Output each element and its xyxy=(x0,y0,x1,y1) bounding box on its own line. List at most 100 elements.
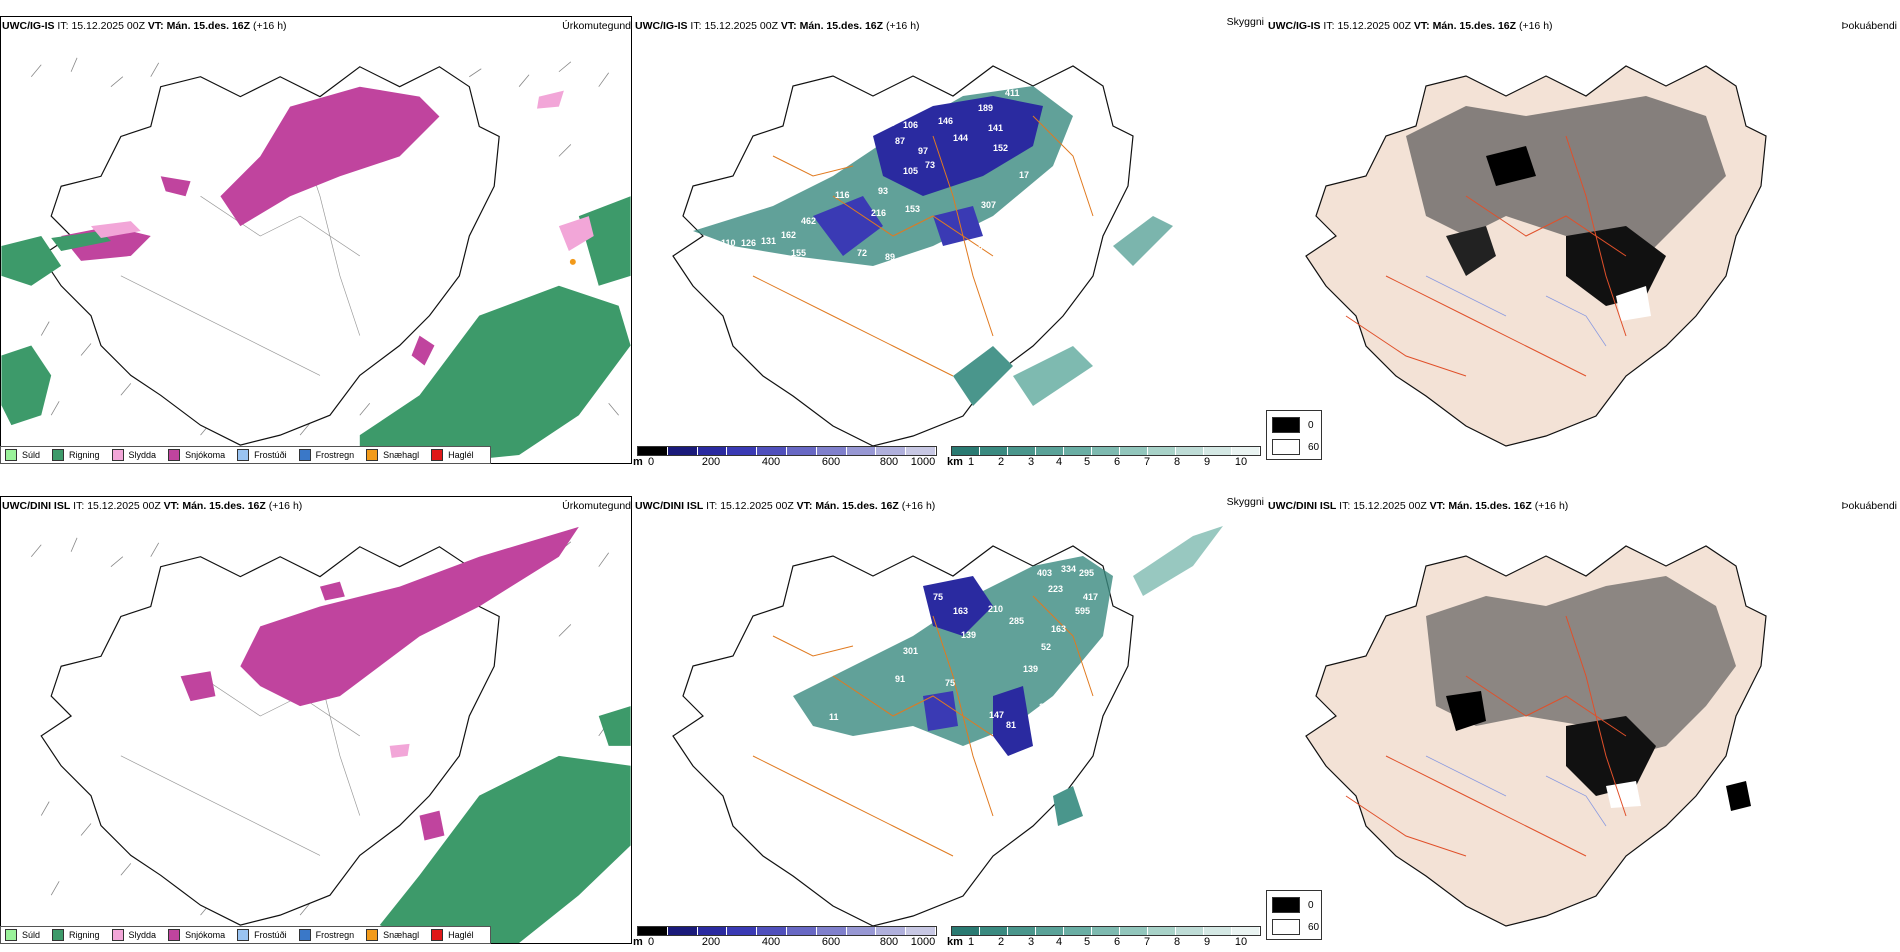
visibility-color-step xyxy=(1148,447,1176,455)
cloudbase-tick: 600 xyxy=(821,456,841,468)
cloud-label: 223 xyxy=(1048,584,1063,594)
cloud-label: 152 xyxy=(993,143,1008,153)
precip-sleet-areas xyxy=(91,90,594,251)
cloudbase-tick: 400 xyxy=(761,456,781,468)
cloud-label: 462 xyxy=(801,216,816,226)
cloudbase-color-step xyxy=(757,447,787,455)
visibility-unit: km xyxy=(947,936,963,948)
visibility-color-step xyxy=(1008,927,1036,935)
fog-index-field xyxy=(1406,96,1726,321)
precip-sleet-areas xyxy=(389,743,410,758)
cloud-label: 285 xyxy=(1009,616,1024,626)
visibility-color-step xyxy=(1064,927,1092,935)
swatch xyxy=(431,449,444,461)
fog-legend-0: 0 60 xyxy=(1266,410,1322,460)
snow-pellets-spot xyxy=(569,258,576,265)
swatch xyxy=(1272,439,1300,455)
cloudbase-color-step xyxy=(757,927,787,935)
swatch xyxy=(1272,919,1300,935)
cloudbase-color-step xyxy=(667,927,698,935)
visibility-unit: km xyxy=(947,456,963,468)
cloud-label: 131 xyxy=(761,236,776,246)
precip-map xyxy=(30,526,631,943)
visibility-tick: 4 xyxy=(1055,936,1063,948)
cloudbase-color-step xyxy=(846,447,877,455)
cloudbase-color-step xyxy=(638,927,668,935)
visibility-color-step xyxy=(1092,447,1120,455)
cloud-label: 36 xyxy=(731,718,741,728)
cloud-label: 144 xyxy=(953,133,968,143)
fog-panel-0: UWC/IG-IS IT: 15.12.2025 00Z VT: Mán. 15… xyxy=(1266,0,1899,472)
cloud-label: 139 xyxy=(961,630,976,640)
fog-map-frame xyxy=(1266,16,1898,464)
legend-item-snow-pellets: Snæhagl xyxy=(366,449,419,461)
cloud-label: 105 xyxy=(903,166,918,176)
cloud-label: 595 xyxy=(1075,606,1090,616)
cloudbase-color-step xyxy=(667,447,698,455)
cloud-label: 11 xyxy=(829,712,839,722)
visibility-color-step xyxy=(1064,447,1092,455)
cloud-label: 93 xyxy=(878,186,888,196)
cloud-label: 283 xyxy=(1039,702,1054,712)
precip-snow-areas xyxy=(180,526,579,841)
cloud-label: 110 xyxy=(721,238,736,248)
cloudbase-tick: 200 xyxy=(701,936,721,948)
cloud-label: 319 xyxy=(1123,562,1138,572)
legend-item-freezing-drizzle: Frostúði xyxy=(237,449,287,461)
cloudbase-colorbar: 0 200 400 600 800 1000 m xyxy=(633,446,937,468)
visibility-tick: 9 xyxy=(1203,936,1211,948)
visibility-tick: 6 xyxy=(1113,456,1121,468)
cloud-label: 109 xyxy=(985,220,1000,230)
cloudbase-tick: 0 xyxy=(647,936,655,948)
cloud-label: 78 xyxy=(699,244,709,254)
cloud-label: 147 xyxy=(989,710,1004,720)
visibility-colorbar-bar xyxy=(951,446,1261,456)
cloudbase-color-step xyxy=(906,447,936,455)
precip-type-legend: Súld Rigning Slydda Snjókoma Frostúði Fr… xyxy=(0,446,491,464)
cloud-label: 89 xyxy=(885,252,895,262)
cloud-map-frame: 334 295 319 403 223 417 595 163 285 210 … xyxy=(633,496,1265,944)
cloudbase-areas xyxy=(813,96,1043,256)
swatch xyxy=(366,929,379,941)
visibility-color-step xyxy=(1204,447,1232,455)
cloudbase-color-step xyxy=(786,927,817,935)
visibility-color-step xyxy=(1204,927,1232,935)
cloud-panel-1: 334 295 319 403 223 417 595 163 285 210 … xyxy=(633,480,1266,952)
roads xyxy=(1345,135,1627,377)
visibility-colorbar: 1 2 3 4 5 6 7 8 9 10 km xyxy=(947,926,1261,948)
cloud-label: 106 xyxy=(903,120,918,130)
swatch xyxy=(52,929,65,941)
panel-title: UWC/IG-IS IT: 15.12.2025 00Z VT: Mán. 15… xyxy=(2,20,287,32)
fog-legend-1: 0 60 xyxy=(1266,890,1322,940)
swatch xyxy=(237,929,250,941)
visibility-ticks: 1 2 3 4 5 6 7 8 9 10 xyxy=(951,456,1261,468)
legend-item-hail: Haglél xyxy=(431,449,474,461)
legend-item-freezing-rain: Frostregn xyxy=(298,929,354,941)
roads xyxy=(752,595,1094,857)
visibility-color-step xyxy=(952,447,980,455)
cloud-label: 155 xyxy=(791,248,806,258)
cloud-label: 146 xyxy=(938,116,953,126)
panel-product-label: Úrkomutegund xyxy=(562,20,631,32)
panel-title: UWC/DINI ISL IT: 15.12.2025 00Z VT: Mán.… xyxy=(1268,500,1569,512)
cloud-label: 403 xyxy=(1037,568,1052,578)
visibility-tick: 10 xyxy=(1234,456,1248,468)
cloudbase-colorbar-bar xyxy=(637,446,937,456)
cloudbase-color-step xyxy=(786,447,817,455)
swatch xyxy=(111,929,124,941)
swatch xyxy=(168,929,181,941)
cloudbase-color-step xyxy=(697,447,728,455)
cloudbase-color-step xyxy=(846,927,877,935)
cloud-label: 87 xyxy=(895,136,905,146)
visibility-color-step xyxy=(1232,927,1260,935)
cloud-label: 77 xyxy=(705,722,715,732)
cloud-label: 81 xyxy=(1006,720,1016,730)
fog-legend-item: 60 xyxy=(1272,439,1321,455)
legend-item-hail: Haglél xyxy=(431,929,474,941)
cloud-label: 519 xyxy=(965,338,980,348)
visibility-tick: 2 xyxy=(997,936,1005,948)
fog-panel-1: UWC/DINI ISL IT: 15.12.2025 00Z VT: Mán.… xyxy=(1266,480,1899,952)
fog-index-field xyxy=(1426,576,1751,811)
cloud-label: 92 xyxy=(973,244,983,254)
visibility-color-step xyxy=(980,447,1008,455)
